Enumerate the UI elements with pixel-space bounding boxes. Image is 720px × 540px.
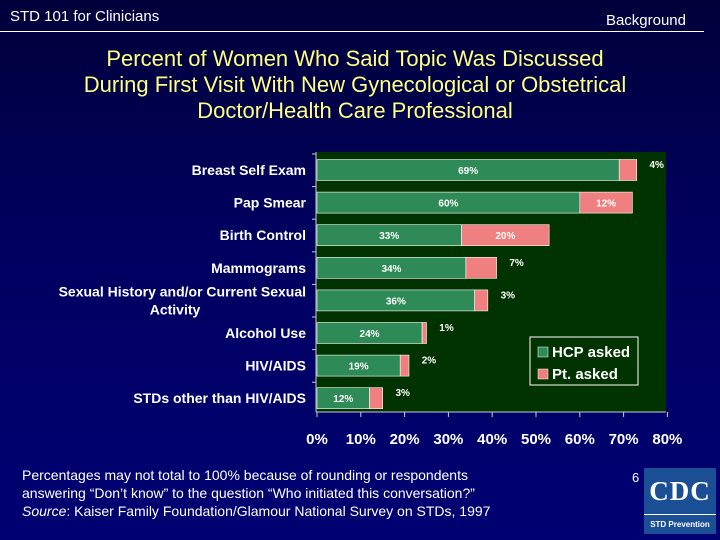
data-label-hcp: 33% xyxy=(379,231,399,242)
x-tick-label: 0% xyxy=(306,431,328,448)
data-label-pt: 3% xyxy=(395,388,410,399)
category-label: Sexual History and/or Current Sexual xyxy=(59,283,306,299)
data-label-hcp: 36% xyxy=(386,296,406,307)
data-label-hcp: 69% xyxy=(458,166,478,177)
legend-swatch xyxy=(537,346,549,358)
category-label: Breast Self Exam xyxy=(192,162,306,178)
source-text: : Kaiser Family Foundation/Glamour Natio… xyxy=(66,503,491,519)
legend-label: Pt. asked xyxy=(552,366,618,383)
data-label-hcp: 12% xyxy=(333,394,353,405)
category-label: STDs other than HIV/AIDS xyxy=(133,390,306,406)
bar-pt-asked xyxy=(399,354,410,377)
data-label-hcp: 19% xyxy=(349,362,369,373)
title-line: During First Visit With New Gynecologica… xyxy=(83,72,627,97)
course-title: STD 101 for Clinicians xyxy=(10,8,160,25)
page-number: 6 xyxy=(632,470,640,485)
legend-label: HCP asked xyxy=(552,344,630,361)
cdc-logo-text: CDC xyxy=(644,468,716,514)
category-label: Activity xyxy=(150,301,201,317)
slide-title: Percent of Women Who Said Topic Was Disc… xyxy=(30,46,680,124)
bar-pt-asked xyxy=(618,159,638,181)
x-tick-label: 70% xyxy=(609,431,639,448)
footnote: Percentages may not total to 100% becaus… xyxy=(22,466,490,520)
data-label-hcp: 34% xyxy=(381,264,401,275)
x-tick-label: 60% xyxy=(565,431,595,448)
footnote-line: Percentages may not total to 100% becaus… xyxy=(22,467,468,483)
bar-pt-asked xyxy=(369,387,383,409)
bar-pt-asked xyxy=(474,289,489,312)
header-divider xyxy=(0,31,704,32)
source-line: Source: Kaiser Family Foundation/Glamour… xyxy=(22,502,490,520)
bar-pt-asked xyxy=(465,257,497,279)
category-label: Pap Smear xyxy=(234,195,307,211)
x-tick-label: 40% xyxy=(477,431,507,448)
category-label: Alcohol Use xyxy=(225,325,306,341)
category-label: Mammograms xyxy=(211,260,306,276)
data-label-pt: 1% xyxy=(439,323,454,334)
data-label-hcp: 60% xyxy=(438,199,458,210)
bar-pt-asked xyxy=(421,322,427,344)
cdc-logo: CDC STD Prevention xyxy=(644,468,716,534)
x-tick-label: 20% xyxy=(390,431,420,448)
source-label: Source xyxy=(22,503,67,519)
data-label-pt: 20% xyxy=(495,231,515,242)
section-label: Background xyxy=(605,12,686,29)
category-label: Birth Control xyxy=(220,227,306,243)
bar-pt-asked xyxy=(579,191,633,214)
data-label-pt: 4% xyxy=(650,160,665,171)
data-label-pt: 12% xyxy=(596,199,616,210)
stacked-bar-chart: 0% 10% 20% 30% 40% 50% 60% 70% 80% Breast Self Ex… xyxy=(59,152,682,448)
title-line: Percent of Women Who Said Topic Was Disc… xyxy=(106,46,604,71)
data-label-pt: 2% xyxy=(422,356,437,367)
x-tick-label: 50% xyxy=(521,431,551,448)
title-line: Doctor/Health Care Professional xyxy=(197,98,513,123)
cdc-logo-tagline: STD Prevention xyxy=(644,515,716,534)
data-label-hcp: 24% xyxy=(360,329,380,340)
category-label: HIV/AIDS xyxy=(245,358,306,374)
x-tick-label: 80% xyxy=(652,431,682,448)
bar-pt-asked xyxy=(461,224,550,246)
footnote-line: answering “Don’t know” to the question “… xyxy=(22,485,475,501)
x-tick-label: 10% xyxy=(346,431,376,448)
legend-swatch xyxy=(537,368,549,380)
data-label-pt: 3% xyxy=(501,290,516,301)
x-tick-label: 30% xyxy=(433,431,463,448)
data-label-pt: 7% xyxy=(509,258,524,269)
